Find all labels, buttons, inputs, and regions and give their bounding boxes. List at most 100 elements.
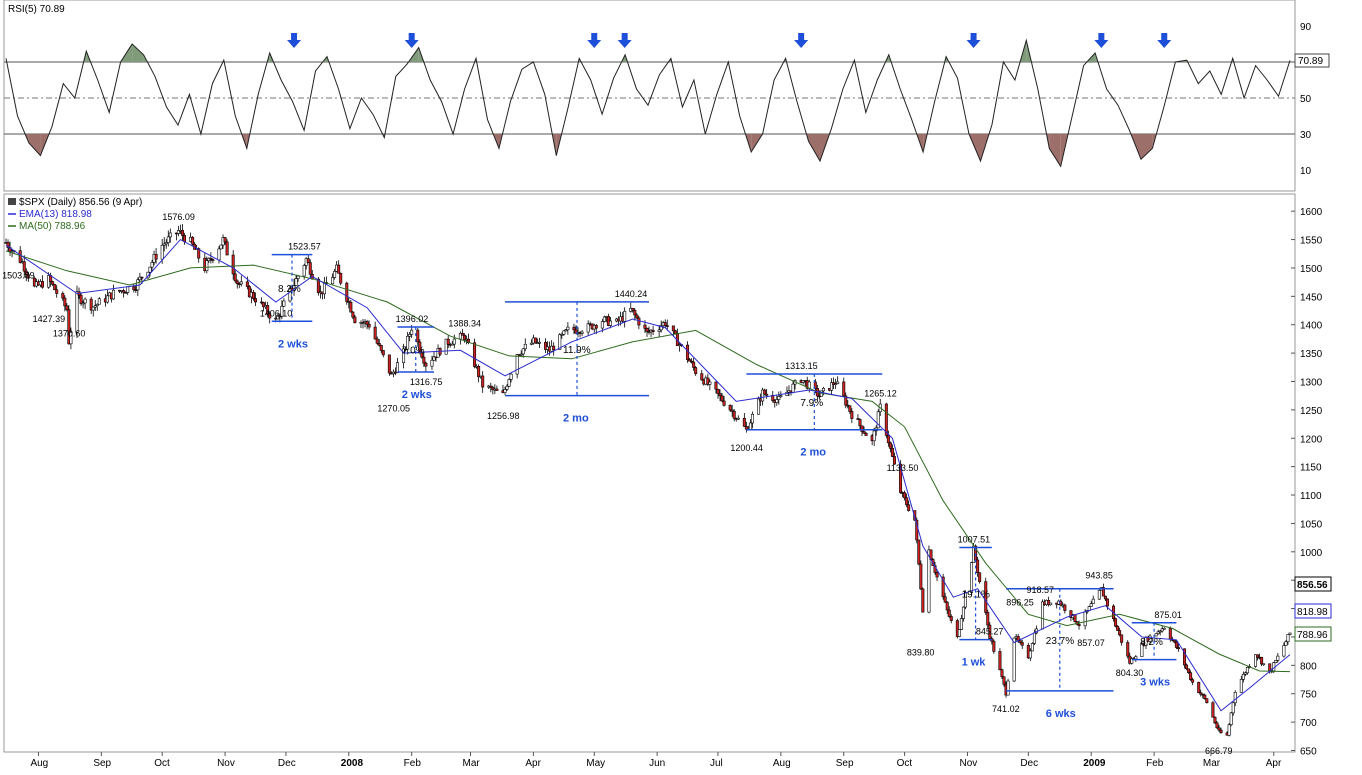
- candle-body: [1219, 729, 1223, 734]
- candle-body: [1000, 669, 1004, 678]
- candle-body: [160, 244, 164, 260]
- rsi-oversold-fill: [1049, 134, 1061, 167]
- price-y-axis-ticks: 1600 1550 1500 1450 1400 1350 1300 1250 1200 1150…: [1300, 207, 1323, 757]
- candle-body: [1213, 716, 1217, 724]
- candle-body: [1191, 679, 1195, 683]
- candle-body: [856, 418, 860, 420]
- candle-body: [450, 343, 454, 346]
- price-label: 1406.10: [260, 308, 293, 318]
- rsi-oversold-fill: [808, 134, 820, 161]
- candle-body: [1049, 602, 1053, 606]
- candle-body: [779, 395, 783, 397]
- candle-body: [671, 325, 675, 332]
- candle-body: [1262, 663, 1266, 666]
- candle-body: [266, 305, 270, 315]
- candle-body: [79, 294, 83, 304]
- rsi-overbought-fill: [132, 44, 144, 62]
- price-tick-label: 1200: [1300, 434, 1323, 445]
- candle-body: [986, 612, 990, 626]
- candle-body: [1002, 676, 1006, 685]
- candle-body: [1063, 604, 1067, 611]
- down-arrow-icon: [287, 33, 302, 48]
- candle-body: [1239, 679, 1243, 693]
- price-label: 1270.05: [377, 403, 410, 413]
- candle-body: [1148, 635, 1152, 642]
- x-tick-label: 2009: [1083, 758, 1106, 769]
- candle-body: [1174, 641, 1178, 648]
- candle-body: [663, 322, 667, 326]
- candle-body: [927, 549, 931, 613]
- price-tick-label: 750: [1300, 690, 1317, 701]
- range-duration-label: 2 mo: [563, 413, 589, 425]
- ema13-tag: 818.98: [1294, 603, 1332, 619]
- candle-body: [572, 326, 576, 331]
- candle-body: [1154, 633, 1158, 637]
- range-percent-label: 19.1%: [962, 590, 990, 601]
- candle-body: [1118, 630, 1122, 636]
- candle-body: [211, 259, 215, 261]
- candle-body: [122, 290, 126, 293]
- candle-body: [1140, 643, 1144, 657]
- price-label: 1370.60: [53, 328, 86, 338]
- range-duration-label: 2 wks: [278, 338, 308, 350]
- candle-body: [477, 366, 481, 378]
- candle-body: [132, 286, 136, 290]
- candle-body: [957, 629, 961, 637]
- rsi-tick-label: 50: [1300, 94, 1312, 105]
- down-arrow-icon: [1094, 33, 1109, 48]
- candle-body: [1241, 673, 1245, 680]
- candle-body: [580, 331, 584, 334]
- candle-body: [748, 422, 752, 430]
- candle-body: [791, 383, 795, 393]
- candle-body: [162, 243, 166, 246]
- price-panel: 8.2% 2 wks 7.0% 2 wks 11.9% 2 mo 7.9% 2 mo 19.1%…: [2, 193, 1332, 758]
- candle-body: [55, 289, 59, 294]
- candle-body: [821, 388, 825, 392]
- candle-body: [97, 298, 101, 305]
- candle-body: [645, 328, 649, 332]
- candle-body: [1268, 663, 1272, 672]
- candle-body: [775, 399, 779, 403]
- candle-body: [65, 305, 69, 310]
- candle-body: [1101, 587, 1105, 597]
- candle-body: [1006, 680, 1010, 696]
- down-arrow-icon: [794, 33, 809, 48]
- candle-body: [365, 321, 369, 325]
- candle-body: [637, 317, 641, 326]
- candle-body: [18, 250, 22, 263]
- price-label: 1313.15: [785, 361, 818, 371]
- spx-legend: $SPX (Daily) 856.56 (9 Apr): [19, 197, 142, 208]
- price-tick-label: 1000: [1300, 548, 1323, 559]
- candle-body: [1282, 645, 1286, 657]
- candle-body: [247, 286, 251, 298]
- down-arrow-icon: [1157, 33, 1172, 48]
- candle-body: [574, 329, 578, 334]
- price-label: 1576.09: [162, 212, 195, 222]
- candle-body: [452, 338, 456, 345]
- candle-body: [813, 381, 817, 389]
- candle-body: [830, 382, 834, 391]
- candle-body: [566, 326, 570, 331]
- x-tick-label: Feb: [1146, 758, 1164, 769]
- candle-body: [1028, 650, 1032, 659]
- candle-body: [402, 348, 406, 363]
- candle-body: [140, 276, 144, 279]
- price-tick-label: 1050: [1300, 519, 1323, 530]
- candle-body: [331, 277, 335, 285]
- price-label: 918.57: [1027, 585, 1055, 595]
- candle-body: [1030, 643, 1034, 652]
- candle-body: [1032, 632, 1036, 644]
- candle-body: [949, 616, 953, 621]
- x-tick-label: Aug: [30, 758, 48, 769]
- candle-body: [395, 362, 399, 373]
- candle-body: [302, 265, 306, 277]
- price-label: 666.79: [1205, 746, 1233, 756]
- candle-body: [529, 342, 533, 345]
- price-tick-label: 1550: [1300, 236, 1323, 247]
- candle-body: [1274, 659, 1278, 663]
- candle-body: [1077, 623, 1081, 627]
- rsi-signal-arrows: [287, 33, 1172, 48]
- candle-body: [217, 248, 221, 261]
- candle-body: [460, 332, 464, 336]
